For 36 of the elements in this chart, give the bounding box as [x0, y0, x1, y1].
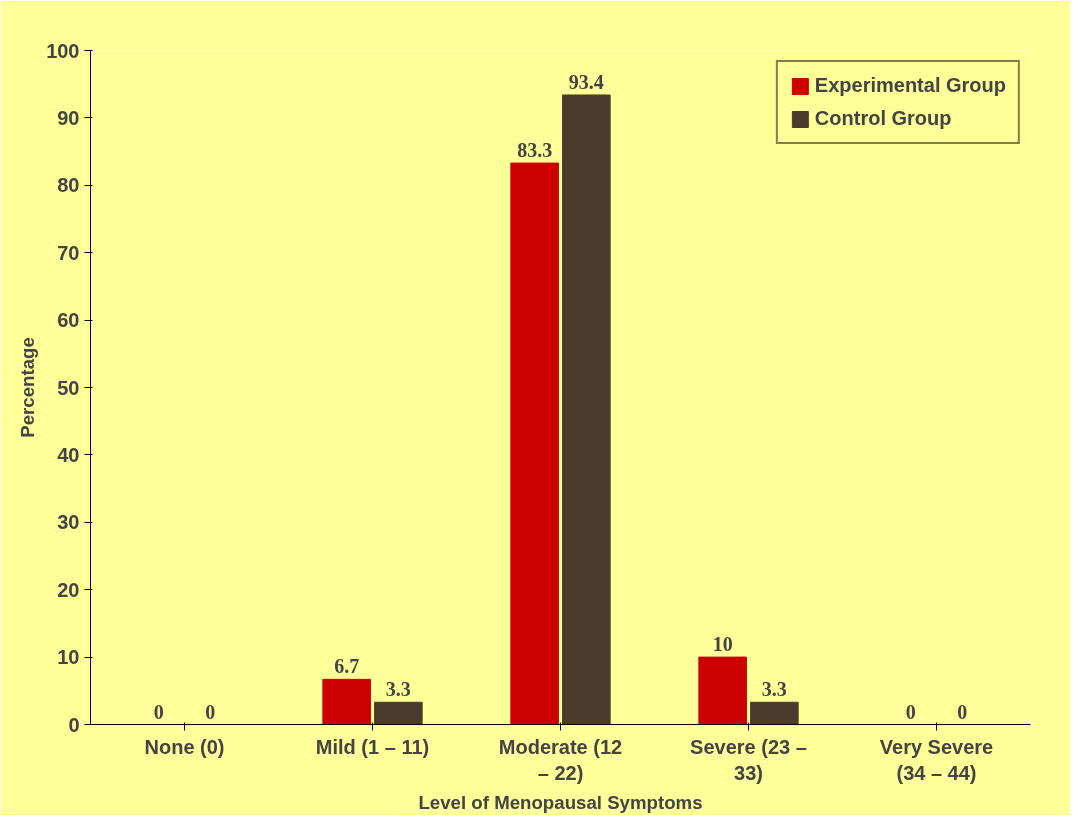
y-tick-label: 100: [46, 39, 80, 62]
y-axis-title: Percentage: [17, 337, 39, 438]
x-tick-label: Mild (1 – 11): [315, 735, 430, 758]
x-tick-label: Severe (23 – 33): [690, 735, 807, 784]
legend-label: Experimental Group: [814, 74, 1006, 97]
y-tick-label: 50: [57, 376, 80, 399]
y-tick-label: 70: [57, 241, 80, 264]
legend-label: Control Group: [814, 107, 952, 130]
data-label: 83.3: [517, 139, 553, 162]
y-tick-label: 80: [57, 174, 80, 197]
y-tick-label: 60: [57, 309, 80, 332]
data-label: 3.3: [761, 678, 787, 701]
bar: [750, 701, 799, 725]
data-label: 10: [712, 633, 733, 656]
y-tick-label: 40: [57, 443, 80, 466]
bar: [322, 678, 371, 725]
data-label: 93.4: [568, 70, 604, 93]
bar: [698, 656, 747, 725]
y-tick-label: 30: [57, 511, 80, 534]
x-tick-label: Moderate (12 – 22): [498, 735, 623, 784]
x-tick-label: Very Severe (34 – 44): [879, 735, 994, 784]
data-label: 0: [153, 700, 164, 723]
y-tick-label: 10: [57, 646, 80, 669]
x-tick-label: None (0): [144, 735, 225, 758]
y-tick-label: 20: [57, 578, 80, 601]
data-label: 3.3: [385, 678, 411, 701]
y-tick-label: 90: [57, 106, 80, 129]
x-axis-title: Level of Menopausal Symptoms: [418, 791, 703, 813]
data-label: 0: [957, 700, 968, 723]
data-label: 0: [905, 700, 916, 723]
bar: [374, 701, 423, 725]
data-label: 6.7: [334, 655, 360, 678]
bar: [510, 162, 559, 725]
bar: [562, 94, 611, 725]
data-label: 0: [205, 700, 216, 723]
y-tick-label: 0: [68, 713, 80, 736]
